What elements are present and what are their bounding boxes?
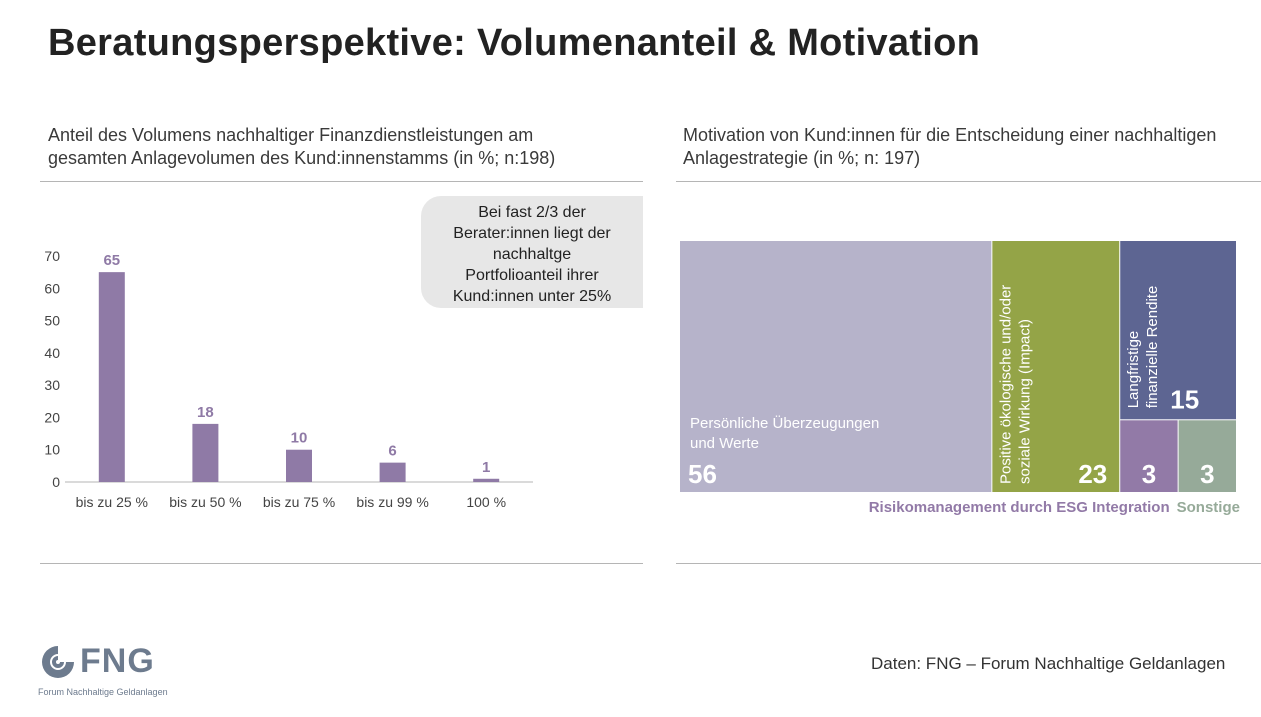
x-tick-label: bis zu 25 % (76, 494, 148, 510)
treemap-label-impact: soziale Wirkung (Impact) (1016, 319, 1033, 484)
bar-value-label: 18 (197, 404, 214, 421)
y-tick-label: 70 (44, 248, 60, 264)
treemap-label-impact: Positive ökologische und/oder (997, 285, 1014, 484)
callout-line-4: Portfolioanteil ihrer (465, 267, 599, 284)
bar (286, 449, 312, 482)
logo-text: FNG (80, 642, 155, 680)
y-tick-label: 60 (44, 280, 60, 296)
page-title: Beratungsperspektive: Volumenanteil & Mo… (48, 22, 981, 64)
bar (192, 423, 219, 482)
bar-value-label: 10 (291, 430, 308, 447)
bar-value-label: 65 (103, 252, 120, 269)
y-tick-label: 50 (44, 313, 60, 329)
callout-line-2: Berater:innen liegt der (453, 225, 611, 242)
bar (98, 272, 125, 482)
left-top-divider (40, 181, 643, 182)
treemap-value-sonstige: 3 (1200, 459, 1214, 489)
callout-line-1: Bei fast 2/3 der (478, 204, 586, 221)
right-subtitle-line-2: Anlagestrategie (in %; n: 197) (683, 148, 921, 168)
treemap-value-risiko: 3 (1142, 459, 1156, 489)
x-tick-label: bis zu 50 % (169, 494, 241, 510)
treemap-value-persoenlich: 56 (688, 459, 717, 489)
left-chart-subtitle: Anteil des Volumens nachhaltiger Finanzd… (48, 124, 638, 170)
treemap-label-persoenlich: und Werte (690, 435, 759, 452)
bar-value-label: 1 (482, 459, 490, 476)
treemap-value-rendite: 15 (1170, 384, 1199, 414)
y-tick-label: 30 (44, 377, 60, 393)
left-subtitle-line-1: Anteil des Volumens nachhaltiger Finanzd… (48, 125, 534, 145)
treemap-label-risiko: Risikomanagement durch ESG Integration (869, 499, 1170, 516)
treemap-cell-persoenlich (680, 241, 992, 492)
treemap-cell-risiko (1120, 420, 1178, 492)
right-subtitle-line-1: Motivation von Kund:innen für die Entsch… (683, 125, 1217, 145)
x-tick-label: 100 % (466, 494, 506, 510)
callout-line-3: nachhaltge (492, 246, 572, 263)
right-top-divider (676, 181, 1261, 182)
x-tick-label: bis zu 99 % (356, 494, 428, 510)
bar (379, 462, 406, 482)
treemap-cell-rendite (1120, 241, 1236, 420)
bar-value-label: 6 (388, 443, 396, 460)
y-tick-label: 0 (52, 474, 60, 490)
treemap-label-sonstige: Sonstige (1177, 499, 1240, 516)
bar-chart: 0 10 20 30 40 50 60 70 65 bis zu 25 % 18 bis zu 50 … (44, 248, 533, 510)
y-tick-label: 20 (44, 409, 60, 425)
treemap-cell-sonstige (1178, 420, 1236, 492)
left-subtitle-line-2: gesamten Anlagevolumen des Kund:innensta… (48, 148, 556, 168)
treemap-chart: Persönliche Überzeugungen und Werte 56 Posi… (680, 241, 1240, 516)
source-note: Daten: FNG – Forum Nachhaltige Geldanlag… (871, 654, 1226, 673)
fng-swirl-icon (42, 646, 74, 678)
callout-box: Bei fast 2/3 der Berater:innen liegt der… (421, 196, 643, 308)
treemap-label-persoenlich: Persönliche Überzeugungen (690, 414, 879, 432)
left-bottom-divider (40, 563, 643, 564)
y-tick-label: 40 (44, 345, 60, 361)
treemap-cell-impact (992, 241, 1120, 492)
right-chart-subtitle: Motivation von Kund:innen für die Entsch… (683, 124, 1261, 170)
callout-line-5: Kund:innen unter 25% (452, 288, 612, 305)
treemap-label-rendite: finanzielle Rendite (1144, 286, 1161, 409)
treemap-value-impact: 23 (1078, 459, 1107, 489)
logo-subtitle: Forum Nachhaltige Geldanlagen (38, 687, 168, 697)
x-tick-label: bis zu 75 % (263, 494, 335, 510)
treemap-label-rendite: Langfristige (1125, 331, 1142, 409)
right-bottom-divider (676, 563, 1261, 564)
bar (473, 478, 500, 482)
y-tick-label: 10 (44, 442, 60, 458)
